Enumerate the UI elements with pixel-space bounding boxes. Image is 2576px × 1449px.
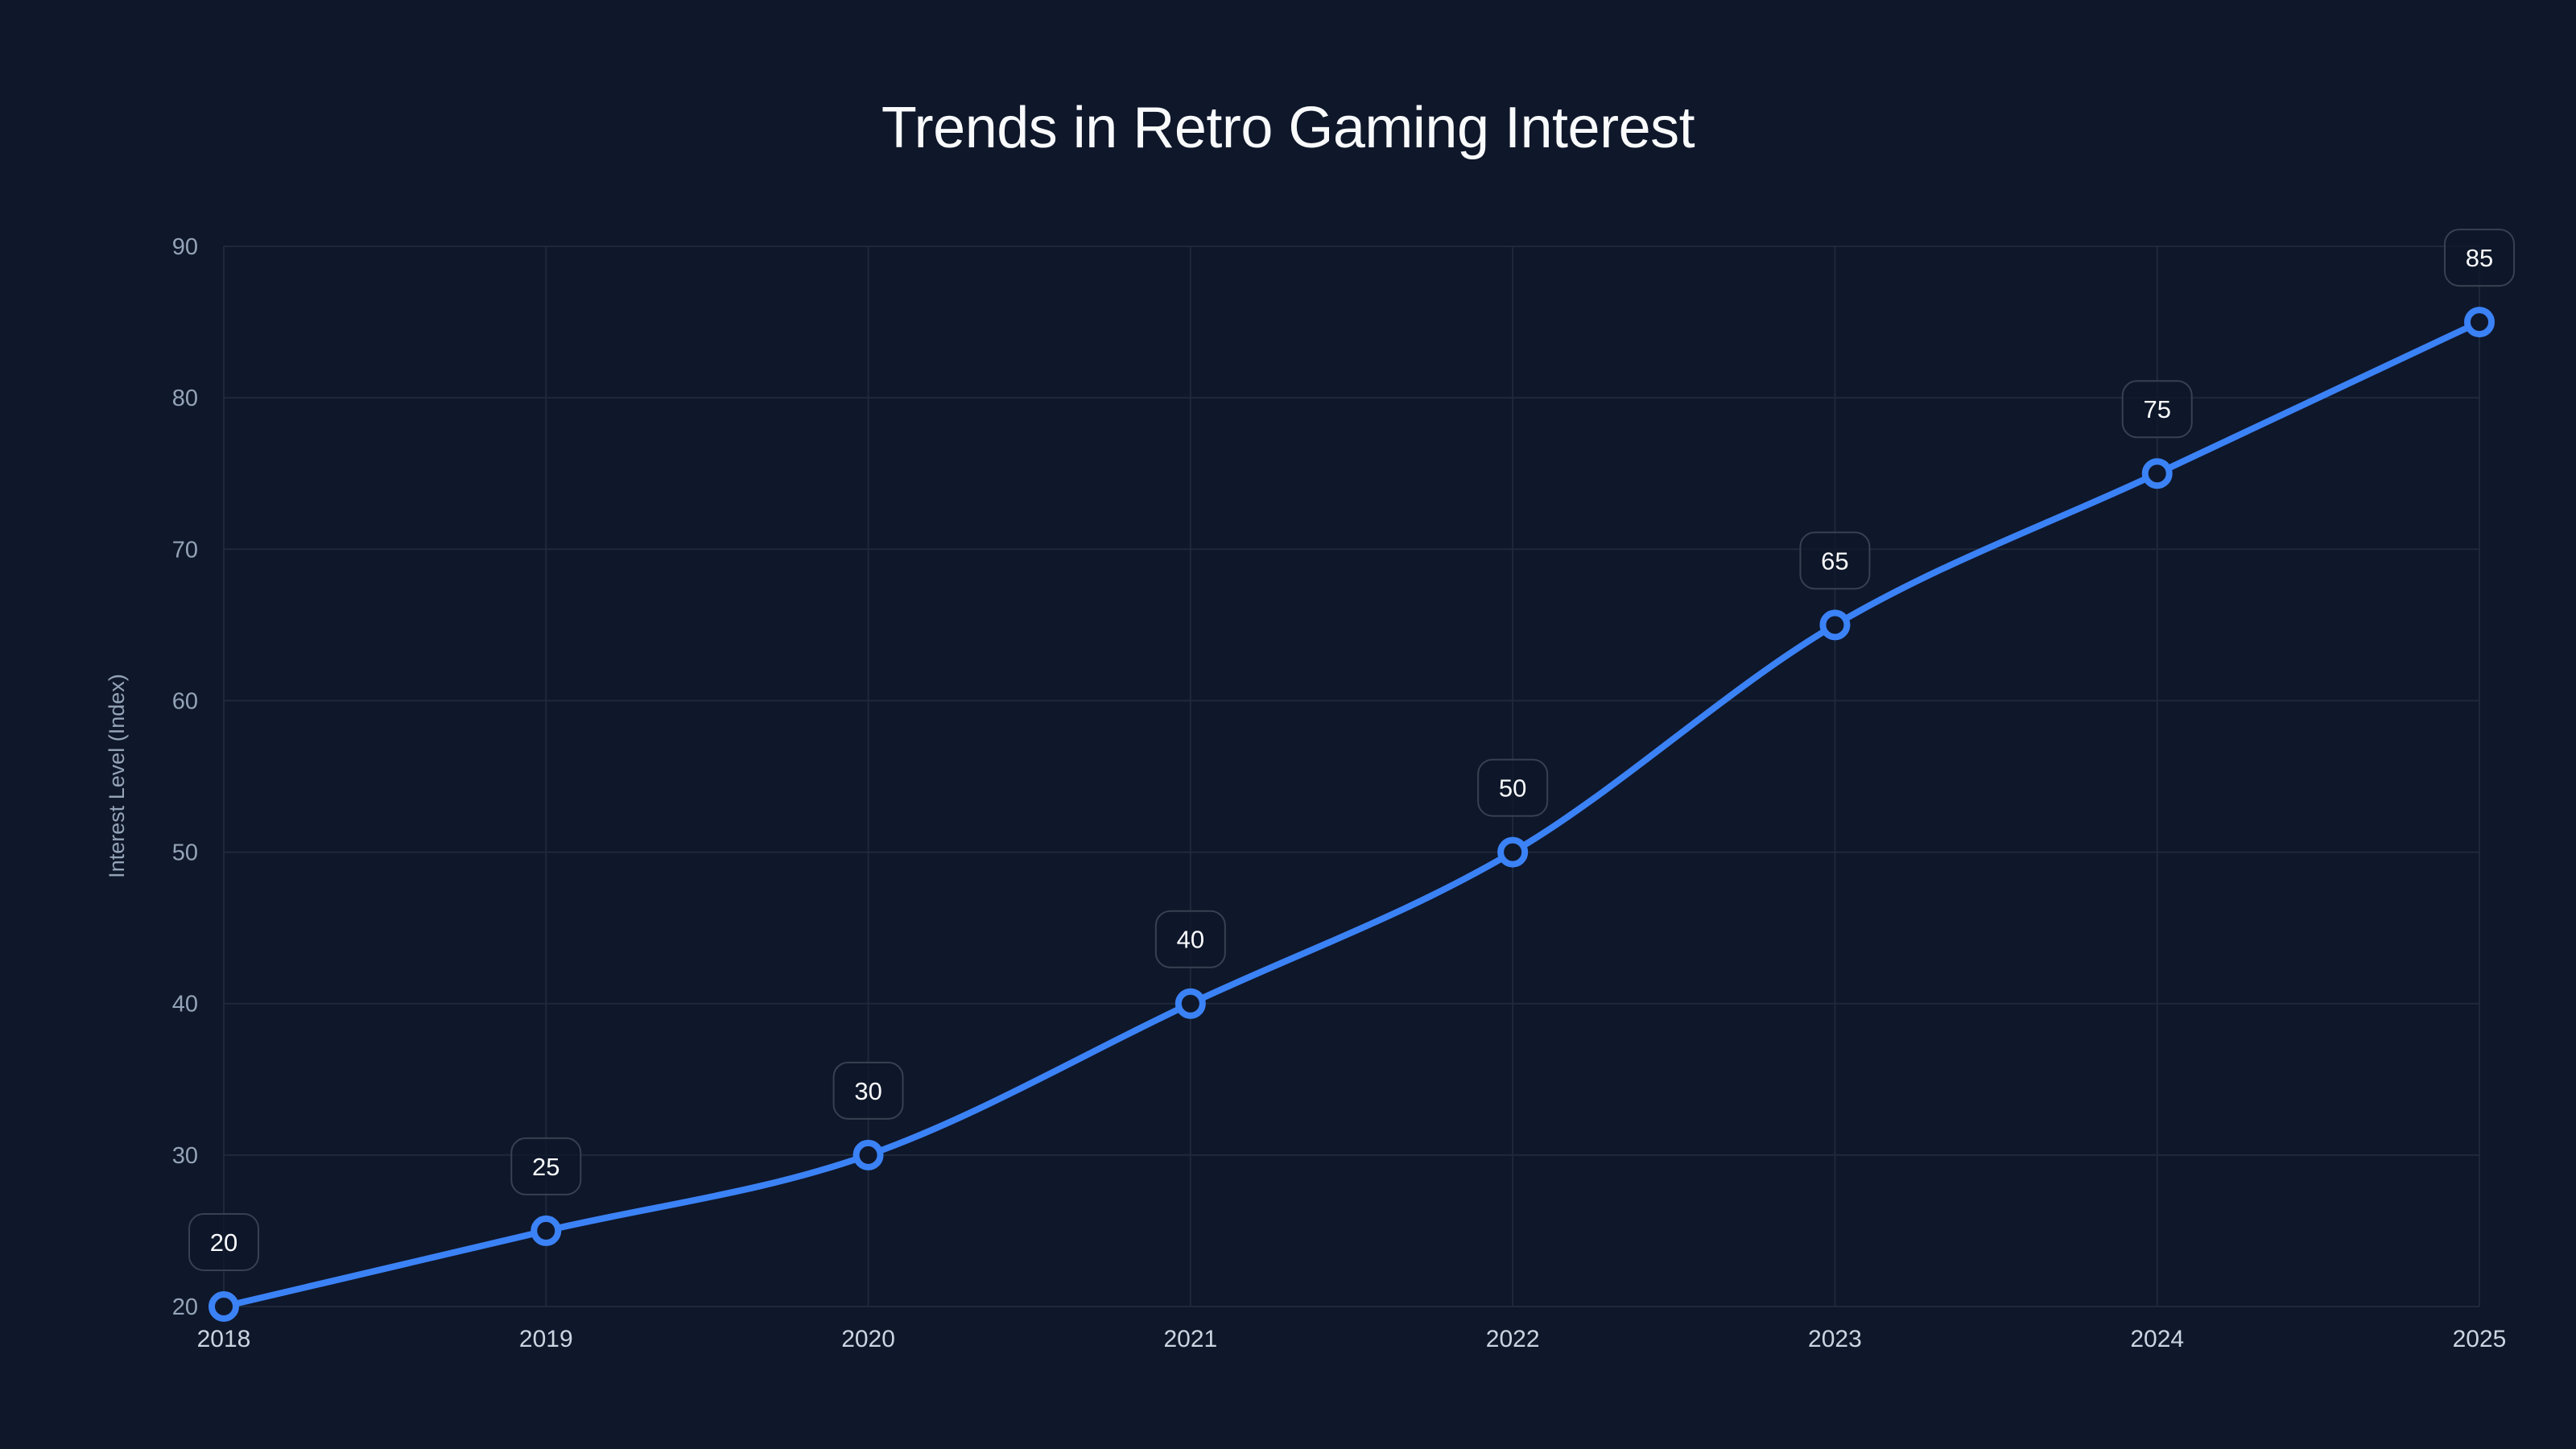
data-label-box [1154,910,1226,968]
data-labels: 20 25 30 40 50 65 75 85 [188,229,2515,1271]
data-label-text: 20 [210,1228,237,1257]
data-label-box [2444,229,2515,287]
x-tick-label: 2024 [2130,1326,2184,1352]
data-point-marker [1497,836,1529,868]
data-point-marker [2464,307,2495,338]
y-tick-label: 80 [172,386,198,411]
y-tick-label: 40 [172,992,198,1018]
x-tick-label: 2022 [1486,1326,1540,1352]
data-label-text: 50 [1499,774,1526,803]
data-label: 20 [188,1213,259,1271]
chart-title: Trends in Retro Gaming Interest [881,96,1695,160]
x-tick-label: 2020 [841,1326,895,1352]
data-point-marker [530,1215,562,1246]
data-label-text: 40 [1177,926,1204,954]
y-tick-label: 90 [172,234,198,260]
data-label-text: 25 [532,1153,559,1181]
data-point-marker [1174,988,1206,1019]
data-label-text: 85 [2466,244,2493,272]
x-tick-label: 2025 [2453,1326,2507,1352]
x-tick-label: 2021 [1163,1326,1217,1352]
data-label: 85 [2444,229,2515,287]
data-point-marker [1819,609,1851,641]
y-tick-label: 50 [172,840,198,866]
data-point-marker [208,1291,239,1322]
y-axis-ticks: 20 30 40 50 60 70 80 90 [172,234,198,1320]
x-tick-label: 2018 [197,1326,251,1352]
data-label-text: 75 [2143,395,2170,423]
data-label-box [510,1137,582,1195]
y-tick-label: 20 [172,1294,198,1320]
x-tick-label: 2019 [519,1326,573,1352]
y-axis-title: Interest Level (Index) [105,674,129,878]
data-label: 50 [1477,758,1549,817]
data-label: 25 [510,1137,582,1195]
y-tick-label: 30 [172,1143,198,1169]
data-label: 30 [832,1061,904,1120]
data-point-markers [208,307,2495,1322]
data-point-marker [2141,458,2173,489]
y-tick-label: 70 [172,537,198,563]
x-tick-label: 2023 [1808,1326,1862,1352]
x-axis-ticks: 2018 2019 2020 2021 2022 2023 2024 2025 [197,1326,2507,1352]
data-label: 40 [1154,910,1226,968]
series-line [221,319,2483,1310]
y-tick-label: 60 [172,688,198,714]
data-label-text: 30 [854,1077,881,1105]
data-label-box [832,1061,904,1120]
data-label: 65 [1799,531,1871,590]
data-label-box [1799,531,1871,590]
grid-lines [223,246,2480,1307]
data-label-text: 65 [1821,547,1848,575]
data-label-box [188,1213,259,1271]
data-point-marker [852,1139,884,1170]
data-label-box [1477,758,1549,817]
data-label: 75 [2121,380,2193,439]
data-label-box [2121,380,2193,439]
